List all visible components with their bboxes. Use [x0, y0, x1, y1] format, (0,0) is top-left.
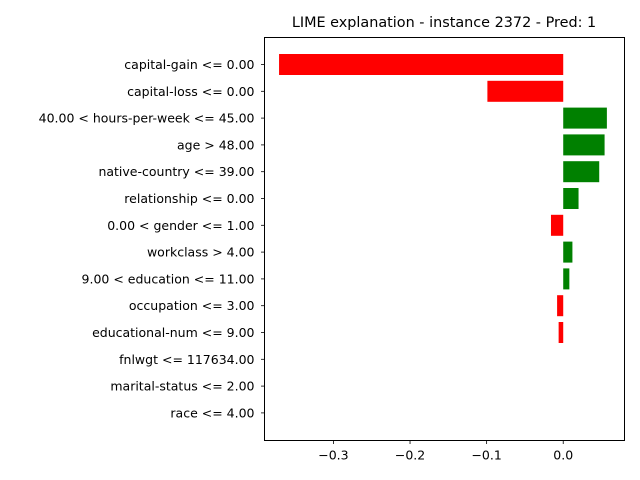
- y-tick-label-0: capital-gain <= 0.00: [124, 57, 254, 72]
- bar-2: [563, 107, 607, 129]
- x-tick-label-0: −0.3: [318, 448, 348, 463]
- y-tick-label-12: marital-status <= 2.00: [110, 379, 254, 394]
- chart-title: LIME explanation - instance 2372 - Pred:…: [292, 15, 596, 31]
- bar-9: [557, 295, 564, 317]
- bar-8: [563, 268, 570, 290]
- y-tick-labels: capital-gain <= 0.00 capital-loss <= 0.00…: [39, 57, 265, 420]
- bar-1: [487, 80, 564, 102]
- y-tick-label-10: educational-num <= 9.00: [92, 325, 254, 340]
- x-axis: −0.3 −0.2 −0.1 0.0: [318, 440, 573, 463]
- bar-4: [563, 161, 600, 183]
- bar-10: [558, 322, 564, 343]
- y-tick-label-11: fnlwgt <= 117634.00: [119, 352, 254, 367]
- bar-3: [563, 134, 605, 156]
- bar-0: [279, 54, 564, 75]
- y-tick-label-6: 0.00 < gender <= 1.00: [107, 218, 254, 233]
- bar-7: [563, 241, 573, 263]
- y-tick-label-4: native-country <= 39.00: [98, 164, 254, 179]
- y-tick-label-2: 40.00 < hours-per-week <= 45.00: [39, 111, 255, 126]
- y-tick-label-9: occupation <= 3.00: [129, 298, 255, 313]
- x-tick-label-3: 0.0: [553, 448, 573, 463]
- bar-6: [550, 214, 564, 236]
- x-tick-label-1: −0.2: [395, 448, 425, 463]
- y-tick-label-5: relationship <= 0.00: [124, 191, 254, 206]
- plot-frame: [264, 37, 625, 441]
- y-tick-label-1: capital-loss <= 0.00: [127, 84, 254, 99]
- y-tick-label-13: race <= 4.00: [170, 405, 254, 420]
- x-tick-label-2: −0.1: [471, 448, 501, 463]
- bar-5: [563, 188, 579, 209]
- y-tick-label-3: age > 48.00: [177, 137, 255, 152]
- y-tick-label-7: workclass > 4.00: [147, 245, 255, 260]
- bars-group: [279, 54, 607, 343]
- y-tick-label-8: 9.00 < education <= 11.00: [82, 271, 255, 286]
